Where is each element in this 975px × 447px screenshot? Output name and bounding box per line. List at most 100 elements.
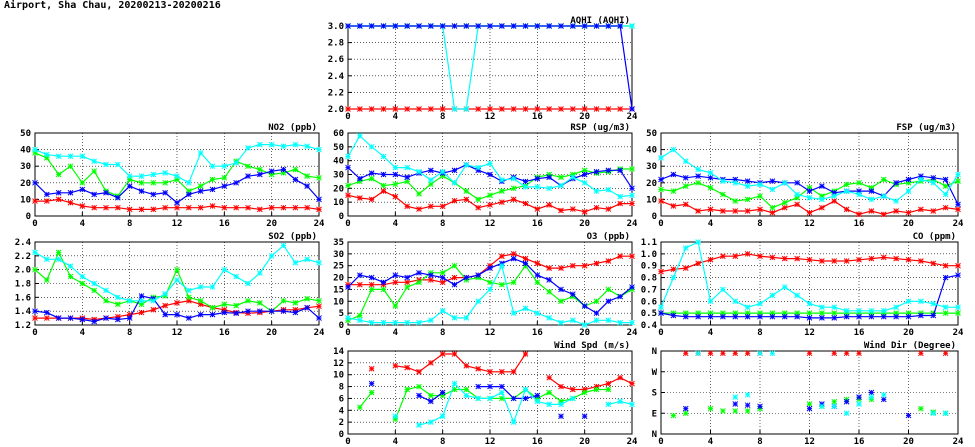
data-point xyxy=(91,204,98,211)
data-point xyxy=(707,298,714,305)
data-point xyxy=(918,312,924,319)
data-point xyxy=(67,199,74,206)
data-point xyxy=(356,281,363,288)
x-tick-label: 20 xyxy=(579,437,590,447)
series-2 xyxy=(368,380,588,420)
data-point xyxy=(316,206,322,213)
data-point xyxy=(380,286,387,293)
data-point xyxy=(558,207,564,214)
data-point xyxy=(162,189,169,196)
data-point xyxy=(510,251,517,257)
data-point xyxy=(522,386,529,393)
y-tick-label: W xyxy=(652,368,658,378)
data-point xyxy=(416,422,422,428)
x-tick-label: 0 xyxy=(32,219,37,229)
data-point xyxy=(221,301,228,308)
data-point xyxy=(91,191,98,198)
y-tick-label: 30 xyxy=(333,171,344,181)
x-tick-label: 8 xyxy=(757,437,762,447)
data-point xyxy=(498,199,505,206)
y-tick-label: 5 xyxy=(339,309,344,319)
data-point xyxy=(581,167,588,174)
data-point xyxy=(707,313,714,320)
data-point xyxy=(292,259,299,266)
chart-panel-aqhi: 0 4 8 12 16 20 24 2.0 2.2 2.4 2.6 2.8 3.0 AQHI (AQHI) xyxy=(328,16,638,122)
data-point xyxy=(905,209,912,216)
data-point xyxy=(162,169,169,176)
data-point xyxy=(868,307,875,314)
data-point xyxy=(463,392,470,399)
data-point xyxy=(451,274,458,281)
data-point xyxy=(380,319,387,326)
data-point xyxy=(368,23,375,29)
data-point xyxy=(221,309,228,316)
x-tick-label: 0 xyxy=(32,328,37,338)
data-point xyxy=(292,141,299,148)
data-point xyxy=(757,206,763,213)
x-tick-label: 16 xyxy=(532,437,543,447)
data-point xyxy=(439,413,446,420)
data-point xyxy=(280,204,287,211)
data-point xyxy=(682,158,689,165)
x-tick-label: 24 xyxy=(314,219,325,229)
x-tick-label: 0 xyxy=(345,328,350,338)
data-point xyxy=(475,272,482,279)
data-point xyxy=(463,106,470,112)
data-point xyxy=(292,309,299,316)
data-point xyxy=(498,106,505,112)
data-point xyxy=(79,153,86,160)
data-point xyxy=(831,193,838,199)
data-point xyxy=(475,365,482,372)
data-point xyxy=(221,174,228,181)
data-point xyxy=(32,146,38,153)
data-point xyxy=(245,297,251,304)
data-point xyxy=(682,201,689,208)
chart-title: RSP (ug/m3) xyxy=(570,123,630,133)
data-point xyxy=(781,204,788,211)
data-point xyxy=(593,188,600,194)
data-point xyxy=(209,311,216,318)
data-point xyxy=(126,173,133,180)
data-point xyxy=(368,196,375,203)
data-point xyxy=(404,319,411,326)
data-point xyxy=(593,23,600,29)
data-point xyxy=(658,176,664,183)
data-point xyxy=(744,313,751,320)
data-point xyxy=(427,360,434,366)
data-point xyxy=(670,171,677,178)
data-point xyxy=(103,161,109,168)
data-point xyxy=(368,274,375,281)
data-point xyxy=(794,292,800,299)
data-point xyxy=(569,291,576,298)
data-point xyxy=(856,401,862,407)
data-point xyxy=(67,263,74,270)
data-point xyxy=(304,295,311,302)
data-point xyxy=(487,368,493,375)
y-tick-label: N xyxy=(652,430,657,440)
data-point xyxy=(670,188,677,194)
data-point xyxy=(930,410,937,417)
data-point xyxy=(67,273,74,280)
data-point xyxy=(794,313,800,320)
y-tick-label: 14 xyxy=(333,347,344,357)
series-3 xyxy=(345,132,635,200)
data-point xyxy=(55,256,62,263)
data-point xyxy=(629,380,635,387)
data-point xyxy=(843,313,850,320)
data-point xyxy=(670,203,677,209)
data-point xyxy=(880,193,887,199)
data-point xyxy=(831,398,838,405)
x-tick-label: 4 xyxy=(393,437,399,447)
y-tick-label: 25 xyxy=(333,262,344,272)
x-tick-label: 8 xyxy=(127,328,132,338)
data-point xyxy=(955,178,961,184)
data-point xyxy=(558,265,564,271)
series-3 xyxy=(345,23,635,112)
series-2 xyxy=(345,255,635,316)
chart-title: CO (ppm) xyxy=(913,232,956,242)
series-2 xyxy=(658,171,961,208)
data-point xyxy=(498,281,505,288)
data-point xyxy=(856,350,862,357)
data-point xyxy=(316,315,322,321)
y-tick-label: 2.4 xyxy=(15,238,32,248)
